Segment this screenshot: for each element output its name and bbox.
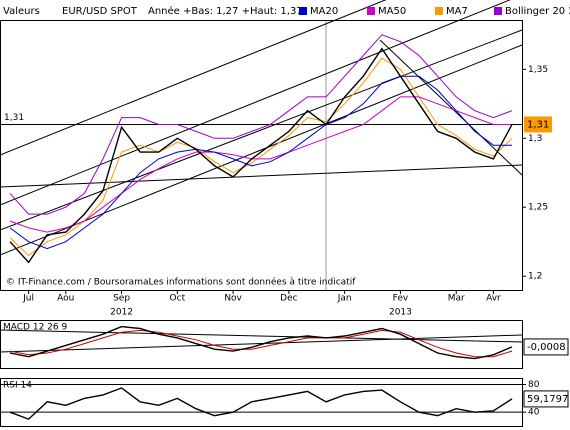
trend-channels bbox=[0, 0, 523, 353]
series-line bbox=[9, 47, 513, 264]
x-tick-label: Nov bbox=[224, 294, 242, 304]
y-tick-label: 1,3 bbox=[528, 134, 542, 144]
legend-swatch bbox=[367, 7, 375, 15]
legend-swatch bbox=[494, 7, 502, 15]
reference-label: 1,31 bbox=[4, 113, 24, 123]
legend-swatch bbox=[435, 7, 443, 15]
legend-label: Bollinger 20 2.0 bbox=[505, 6, 570, 17]
legend-label: MA7 bbox=[446, 6, 468, 17]
series-line bbox=[9, 329, 513, 358]
rsi-frame bbox=[0, 378, 523, 427]
series-line bbox=[9, 96, 512, 233]
macd-title: MACD 12 26 9 bbox=[3, 323, 67, 333]
series-line bbox=[9, 75, 512, 250]
subtitle: Année +Bas: 1,27 +Haut: 1,37 bbox=[148, 5, 303, 17]
series-line bbox=[9, 387, 513, 420]
series-line bbox=[9, 325, 513, 360]
legend-swatch bbox=[299, 7, 307, 15]
x-tick-label: Avr bbox=[486, 294, 501, 304]
series-line bbox=[9, 34, 513, 215]
x-tick-label: Mar bbox=[448, 294, 465, 304]
series-line bbox=[9, 57, 513, 257]
y-tick-label: 1,35 bbox=[528, 65, 548, 75]
y-tick-label: 40 bbox=[528, 408, 540, 418]
value-box bbox=[524, 116, 552, 133]
macd-frame bbox=[0, 320, 523, 369]
value-box bbox=[523, 338, 569, 356]
legend-label: MA20 bbox=[310, 6, 338, 17]
year-label: 2012 bbox=[110, 308, 133, 318]
x-tick-label: Sep bbox=[113, 294, 130, 304]
x-tick-label: Aou bbox=[57, 294, 74, 304]
value-box-label: -0,0008 bbox=[527, 342, 566, 353]
value-box-label: 1,31 bbox=[527, 119, 549, 130]
year-label: 2013 bbox=[389, 308, 412, 318]
value-box-label: 59,1797 bbox=[527, 394, 568, 405]
y-tick-label: 80 bbox=[528, 380, 540, 390]
rsi-title: RSI 14 bbox=[3, 381, 32, 391]
x-tick-label: Oct bbox=[170, 294, 186, 304]
y-tick-label: 1,25 bbox=[528, 203, 548, 213]
y-tick-label: 1,2 bbox=[528, 272, 542, 282]
x-tick-label: Fev bbox=[393, 294, 409, 304]
x-tick-label: Jul bbox=[22, 294, 34, 304]
value-box bbox=[523, 390, 569, 408]
chart-title: Valeurs bbox=[3, 6, 40, 17]
legend-label: EUR/USD SPOT bbox=[62, 6, 138, 17]
legend-label: MA50 bbox=[378, 6, 406, 17]
source: © IT-Finance.com / BoursoramaLes informa… bbox=[6, 277, 356, 288]
x-tick-label: Dec bbox=[280, 294, 297, 304]
main-frame bbox=[0, 20, 523, 291]
x-tick-label: Jan bbox=[337, 294, 352, 304]
